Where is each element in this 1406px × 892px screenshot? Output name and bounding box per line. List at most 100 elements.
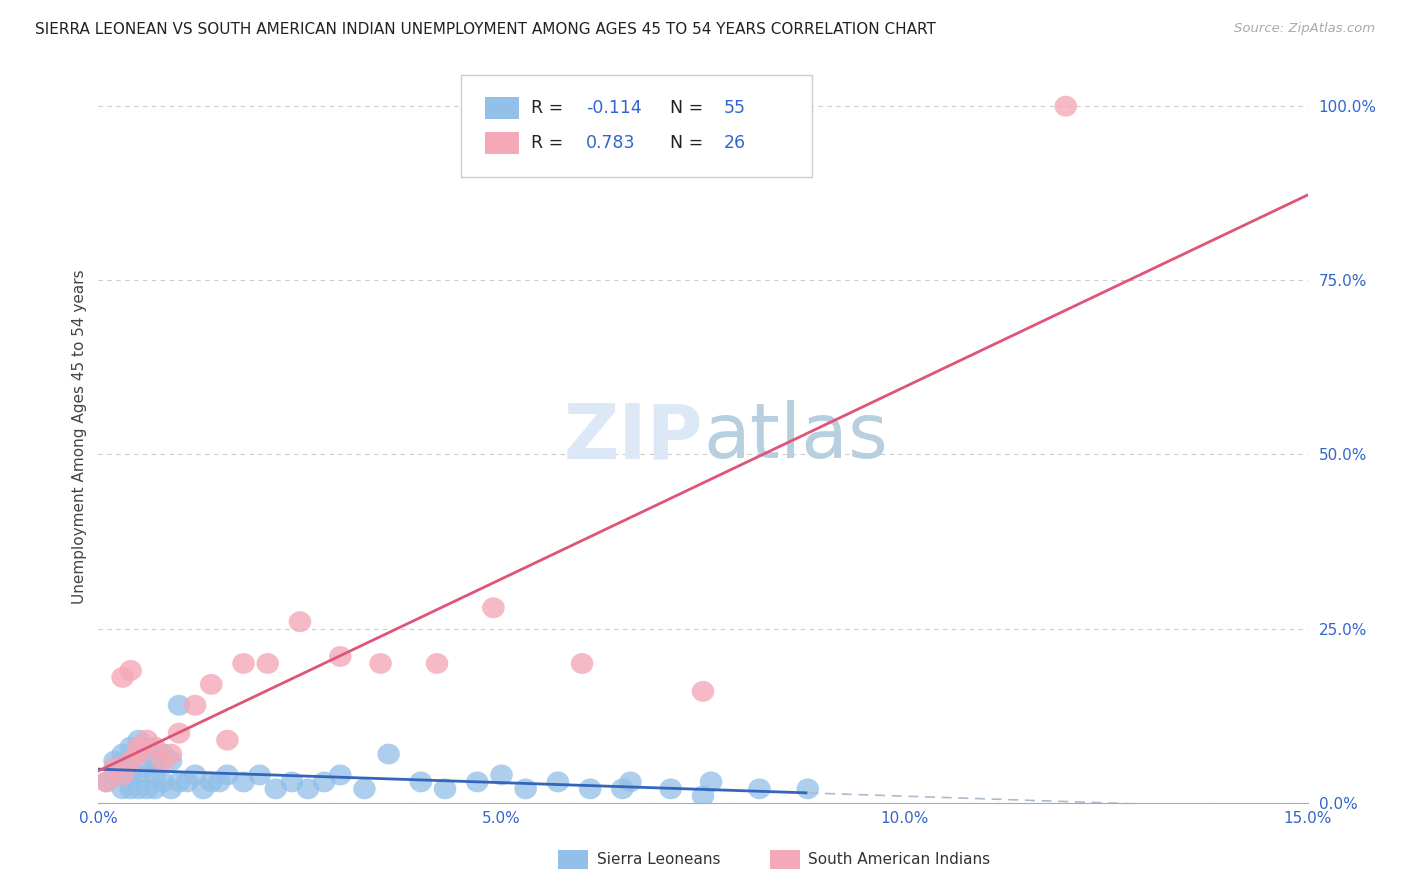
Ellipse shape [314, 772, 336, 792]
Ellipse shape [143, 779, 166, 799]
Text: N =: N = [671, 134, 709, 152]
Text: atlas: atlas [703, 401, 887, 474]
Ellipse shape [167, 695, 190, 715]
Ellipse shape [184, 764, 207, 785]
Text: South American Indians: South American Indians [808, 852, 990, 867]
FancyBboxPatch shape [485, 97, 519, 119]
Ellipse shape [612, 779, 634, 799]
Ellipse shape [120, 737, 142, 757]
Ellipse shape [128, 779, 150, 799]
Ellipse shape [143, 737, 166, 757]
Ellipse shape [409, 772, 432, 792]
Ellipse shape [120, 764, 142, 785]
Text: -0.114: -0.114 [586, 99, 641, 117]
Ellipse shape [659, 779, 682, 799]
Ellipse shape [143, 764, 166, 785]
Ellipse shape [96, 772, 118, 792]
Text: N =: N = [671, 99, 709, 117]
Ellipse shape [619, 772, 641, 792]
Ellipse shape [111, 764, 134, 785]
Ellipse shape [281, 772, 304, 792]
Ellipse shape [579, 779, 602, 799]
Ellipse shape [135, 757, 157, 779]
Ellipse shape [167, 723, 190, 744]
Ellipse shape [256, 653, 278, 674]
Ellipse shape [128, 764, 150, 785]
Ellipse shape [377, 744, 399, 764]
Ellipse shape [167, 772, 190, 792]
Ellipse shape [160, 750, 183, 772]
Ellipse shape [120, 779, 142, 799]
Ellipse shape [160, 744, 183, 764]
Ellipse shape [152, 744, 174, 764]
FancyBboxPatch shape [558, 850, 588, 869]
Ellipse shape [111, 779, 134, 799]
Ellipse shape [232, 772, 254, 792]
Y-axis label: Unemployment Among Ages 45 to 54 years: Unemployment Among Ages 45 to 54 years [72, 269, 87, 605]
Ellipse shape [160, 779, 183, 799]
Ellipse shape [103, 764, 125, 785]
Ellipse shape [249, 764, 271, 785]
Ellipse shape [152, 750, 174, 772]
Ellipse shape [111, 744, 134, 764]
Ellipse shape [193, 779, 215, 799]
Ellipse shape [120, 750, 142, 772]
Text: 0.783: 0.783 [586, 134, 636, 152]
Ellipse shape [329, 646, 352, 667]
FancyBboxPatch shape [485, 132, 519, 154]
Ellipse shape [135, 737, 157, 757]
Ellipse shape [128, 737, 150, 757]
Ellipse shape [434, 779, 457, 799]
Ellipse shape [111, 667, 134, 688]
Ellipse shape [111, 757, 134, 779]
Text: SIERRA LEONEAN VS SOUTH AMERICAN INDIAN UNEMPLOYMENT AMONG AGES 45 TO 54 YEARS C: SIERRA LEONEAN VS SOUTH AMERICAN INDIAN … [35, 22, 936, 37]
Ellipse shape [232, 653, 254, 674]
Ellipse shape [103, 750, 125, 772]
Ellipse shape [96, 772, 118, 792]
Text: 26: 26 [724, 134, 745, 152]
Ellipse shape [128, 744, 150, 764]
Ellipse shape [692, 785, 714, 806]
Text: ZIP: ZIP [564, 401, 703, 474]
Ellipse shape [143, 750, 166, 772]
Ellipse shape [465, 772, 488, 792]
Ellipse shape [748, 779, 770, 799]
Ellipse shape [491, 764, 513, 785]
Ellipse shape [135, 779, 157, 799]
FancyBboxPatch shape [461, 75, 811, 178]
Ellipse shape [200, 772, 222, 792]
Ellipse shape [515, 779, 537, 799]
Ellipse shape [692, 681, 714, 702]
Text: Source: ZipAtlas.com: Source: ZipAtlas.com [1234, 22, 1375, 36]
Text: Sierra Leoneans: Sierra Leoneans [596, 852, 720, 867]
FancyBboxPatch shape [769, 850, 800, 869]
Ellipse shape [1054, 95, 1077, 117]
Ellipse shape [217, 730, 239, 750]
Ellipse shape [700, 772, 723, 792]
Ellipse shape [200, 674, 222, 695]
Ellipse shape [288, 611, 311, 632]
Ellipse shape [353, 779, 375, 799]
Ellipse shape [120, 750, 142, 772]
Text: 55: 55 [724, 99, 745, 117]
Ellipse shape [176, 772, 198, 792]
Ellipse shape [103, 757, 125, 779]
Ellipse shape [120, 660, 142, 681]
Ellipse shape [370, 653, 392, 674]
Ellipse shape [547, 772, 569, 792]
Ellipse shape [797, 779, 820, 799]
Ellipse shape [152, 772, 174, 792]
Ellipse shape [135, 730, 157, 750]
Ellipse shape [297, 779, 319, 799]
Ellipse shape [128, 744, 150, 764]
Ellipse shape [208, 772, 231, 792]
Ellipse shape [217, 764, 239, 785]
Ellipse shape [329, 764, 352, 785]
Text: R =: R = [531, 134, 569, 152]
Ellipse shape [264, 779, 287, 799]
Ellipse shape [184, 695, 207, 715]
Ellipse shape [426, 653, 449, 674]
Ellipse shape [571, 653, 593, 674]
Ellipse shape [128, 730, 150, 750]
Ellipse shape [482, 598, 505, 618]
